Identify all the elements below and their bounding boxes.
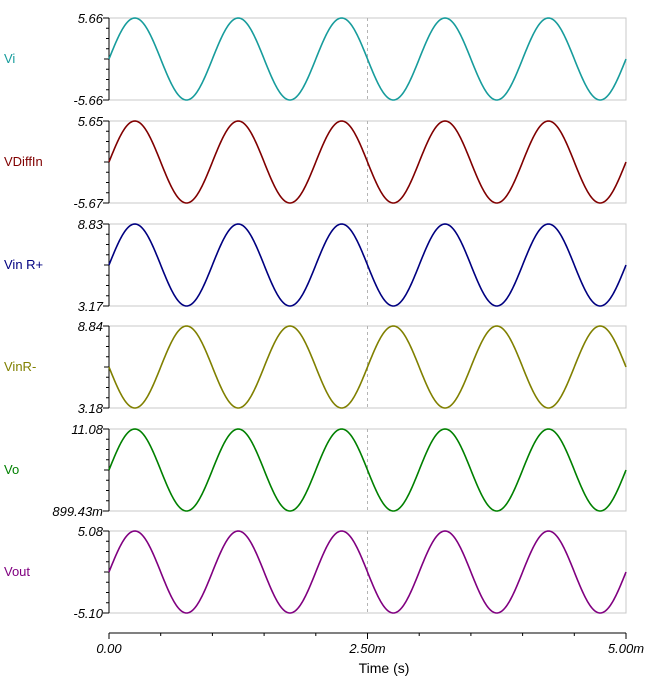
y-tick-label-top: 5.08 (78, 524, 104, 539)
x-tick-label: 0.00 (96, 641, 122, 656)
series-line (108, 325, 627, 409)
panel-4: 11.08 899.43m Vo (4, 422, 627, 519)
series-line (108, 120, 627, 204)
series-line (108, 530, 627, 614)
series-line (108, 17, 627, 101)
y-tick-label-bottom: -5.10 (73, 606, 103, 621)
panel-0: 5.66 -5.66 Vi (4, 11, 627, 108)
series-label: VDiffIn (4, 154, 43, 169)
series-line (108, 428, 627, 512)
y-tick-label-top: 5.66 (78, 11, 104, 26)
y-tick-label-bottom: 899.43m (52, 504, 103, 519)
y-tick-label-bottom: -5.66 (73, 93, 103, 108)
panel-2: 8.83 3.17 Vin R+ (4, 217, 627, 314)
y-tick-label-bottom: 3.17 (78, 299, 104, 314)
y-tick-label-top: 8.83 (78, 217, 104, 232)
x-axis-title: Time (s) (359, 660, 410, 676)
series-label: Vo (4, 462, 19, 477)
y-tick-label-top: 8.84 (78, 319, 103, 334)
panel-1: 5.65 -5.67 VDiffIn (4, 114, 627, 211)
x-axis: 0.00 2.50m 5.00m (96, 632, 644, 656)
y-tick-label-top: 5.65 (78, 114, 104, 129)
y-tick-label-top: 11.08 (71, 422, 103, 437)
y-tick-label-bottom: 3.18 (78, 401, 104, 416)
x-tick-label: 2.50m (348, 641, 385, 656)
series-label: VinR- (4, 359, 36, 374)
x-tick-label: 5.00m (608, 641, 644, 656)
series-label: Vout (4, 564, 30, 579)
series-line (108, 223, 627, 307)
y-tick-label-bottom: -5.67 (73, 196, 103, 211)
chart-panels: 5.66 -5.66 Vi 5.65 -5.67 VDiffIn 8.83 3.17 Vin R… (4, 11, 627, 621)
panel-5: 5.08 -5.10 Vout (4, 524, 627, 621)
series-label: Vin R+ (4, 257, 43, 272)
series-label: Vi (4, 51, 15, 66)
panel-3: 8.84 3.18 VinR- (4, 319, 627, 416)
